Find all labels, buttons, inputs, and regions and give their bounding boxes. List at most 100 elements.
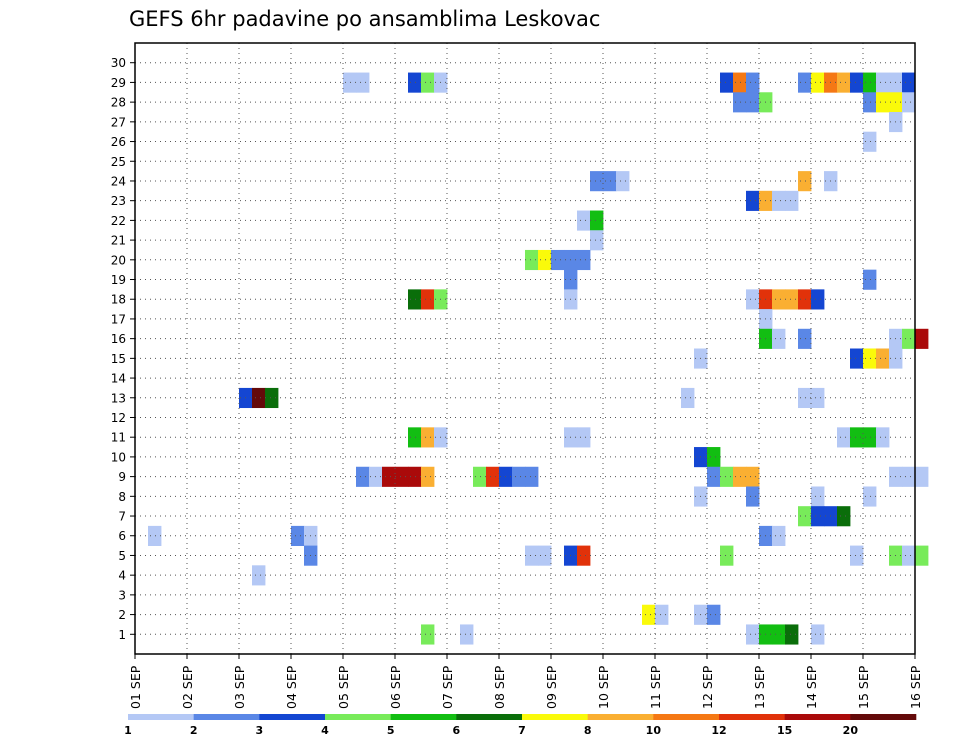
cell-member-18-step-49 [772,289,786,310]
cell-member-1-step-47 [746,624,760,645]
cell-member-5-step-55 [850,545,864,566]
legend-label: 6 [453,724,461,737]
legend-label: 15 [777,724,792,737]
y-tick-label: 20 [111,253,126,267]
cell-member-20-step-32 [551,249,565,271]
y-tick-label: 28 [111,96,126,110]
cell-member-5-step-34 [577,545,591,566]
cell-member-29-step-55 [850,72,864,93]
y-tick-label: 27 [111,115,126,129]
cell-member-9-step-19 [382,466,396,487]
cell-member-9-step-60 [915,466,929,487]
cell-member-6-step-1 [148,525,162,546]
cell-member-6-step-49 [772,525,786,546]
cell-member-29-step-17 [356,72,370,93]
cell-member-7-step-54 [837,506,851,527]
legend-swatch-8 [587,714,654,720]
y-tick-label: 22 [111,214,126,228]
cell-member-8-step-56 [863,486,877,507]
cell-member-29-step-21 [408,72,422,93]
x-tick-label: 13 SEP [752,665,767,709]
cell-member-16-step-51 [798,328,812,349]
cell-member-23-step-49 [772,190,786,211]
cell-member-11-step-57 [876,427,890,448]
x-tick-label: 01 SEP [128,665,143,709]
cell-member-21-step-35 [590,230,604,251]
x-tick-label: 14 SEP [804,665,819,709]
cell-member-1-step-52 [811,624,825,645]
legend-swatch-2 [193,714,260,720]
legend-label: 7 [518,724,526,737]
cell-member-29-step-51 [798,72,812,93]
cell-member-13-step-9 [252,387,266,409]
cell-member-13-step-10 [265,387,279,409]
cell-member-23-step-47 [746,190,760,211]
cell-member-2-step-44 [707,604,721,625]
chart-title: GEFS 6hr padavine po ansamblima Leskovac [129,7,600,31]
cell-member-13-step-52 [811,387,825,409]
cell-member-11-step-21 [408,427,422,448]
legend-swatch-5 [390,714,457,720]
cell-member-9-step-46 [733,466,747,487]
cell-member-9-step-27 [486,466,500,487]
x-tick-label: 03 SEP [232,665,247,709]
y-tick-label: 9 [118,470,126,484]
cell-member-11-step-55 [850,427,864,448]
cell-member-5-step-45 [720,545,734,566]
legend-label: 4 [321,724,329,737]
x-tick-label: 10 SEP [596,665,611,709]
y-tick-label: 10 [111,450,126,464]
cell-member-5-step-60 [915,545,929,566]
cell-member-7-step-51 [798,506,812,527]
cell-member-9-step-26 [473,466,487,487]
cell-member-28-step-46 [733,92,747,113]
cell-member-11-step-22 [421,427,435,448]
cell-member-9-step-20 [395,466,409,487]
cell-member-5-step-30 [525,545,539,566]
cell-member-9-step-29 [512,466,526,487]
cell-member-22-step-35 [590,210,604,231]
cell-member-24-step-37 [616,171,630,192]
x-tick-label: 07 SEP [440,665,455,709]
y-tick-label: 26 [111,135,126,149]
x-tick-label: 02 SEP [180,665,195,709]
y-axis: 1234567891011121314151617181920212223242… [111,56,135,642]
cell-member-4-step-9 [252,565,266,586]
cell-member-20-step-34 [577,249,591,271]
cell-member-24-step-35 [590,171,604,192]
y-tick-label: 4 [118,569,126,583]
legend-swatch-6 [456,714,523,720]
cell-member-20-step-30 [525,249,539,271]
cell-member-9-step-45 [720,466,734,487]
cell-member-18-step-52 [811,289,825,310]
x-axis: 01 SEP 02 SEP 03 SEP 04 SEP 05 SEP 06 SEP 07 S… [128,654,923,709]
y-tick-label: 8 [118,490,126,504]
y-tick-label: 29 [111,76,126,90]
cell-member-18-step-21 [408,289,422,310]
cell-member-15-step-57 [876,348,890,369]
legend-label: 5 [387,724,395,737]
legend-label: 3 [256,724,264,737]
legend-swatch-1 [128,714,194,720]
cell-member-1-step-25 [460,624,474,645]
y-tick-label: 17 [111,312,126,326]
cell-member-29-step-45 [720,72,734,93]
color-legend: 1 2 3 4 5 6 7 8 10 12 15 20 [124,714,917,737]
legend-label: 8 [584,724,592,737]
cell-member-9-step-47 [746,466,760,487]
x-tick-label: 04 SEP [284,665,299,709]
cell-member-26-step-56 [863,131,877,152]
cell-member-16-step-49 [772,328,786,349]
cell-member-10-step-44 [707,447,721,468]
legend-label: 12 [711,724,726,737]
cell-member-18-step-22 [421,289,435,310]
cells-layer [148,72,929,645]
cell-member-18-step-51 [798,289,812,310]
cell-member-29-step-47 [746,72,760,93]
cell-member-18-step-47 [746,289,760,310]
y-tick-label: 7 [118,510,126,524]
cell-member-29-step-46 [733,72,747,93]
cell-member-24-step-51 [798,171,812,192]
y-tick-label: 30 [111,56,126,70]
legend-swatch-11 [784,714,851,720]
